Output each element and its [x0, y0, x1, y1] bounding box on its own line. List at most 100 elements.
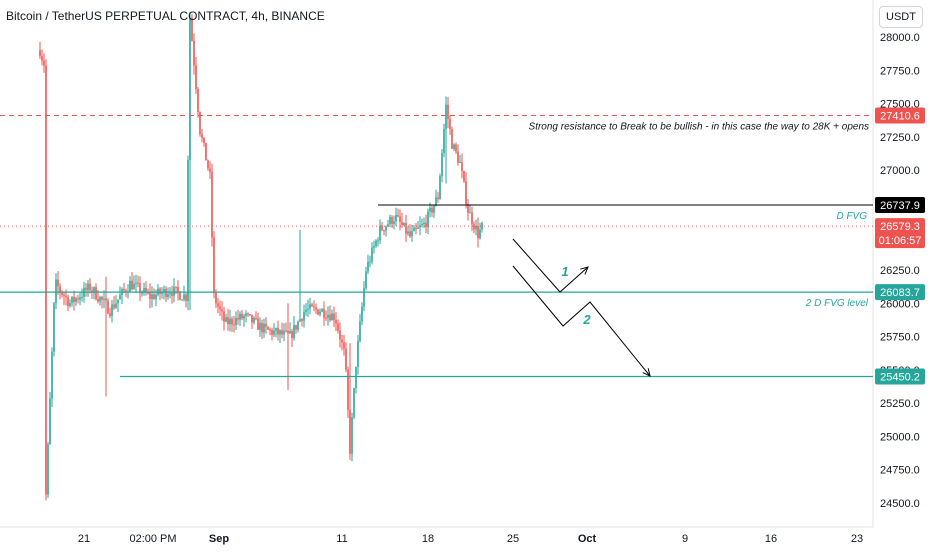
candle-body: [81, 296, 83, 298]
candle-body: [323, 309, 325, 318]
candle-body: [441, 153, 443, 177]
candle-body: [95, 287, 97, 300]
candle-body: [257, 318, 259, 330]
candle-body: [359, 321, 361, 341]
candle-body: [101, 297, 103, 300]
candle-body: [219, 306, 221, 310]
y-tick-label: 24500.0: [880, 498, 920, 510]
candle-body: [67, 297, 69, 306]
candle-body: [387, 224, 389, 227]
candle-body: [429, 207, 431, 212]
candle-body: [117, 299, 119, 304]
candle-body: [225, 317, 227, 322]
candle-body: [425, 222, 427, 228]
candle-body: [397, 215, 399, 217]
candle-body: [107, 300, 109, 314]
candle-body: [399, 216, 401, 222]
candle-body: [105, 298, 107, 301]
fvg2-price-tag-bg: [875, 284, 925, 301]
candle-body: [233, 324, 235, 326]
candle-body: [345, 348, 347, 370]
candle-body: [317, 309, 319, 315]
scenario-1-label: 1: [561, 264, 568, 279]
candle-body: [113, 304, 115, 308]
candle-body: [155, 294, 157, 299]
candle-body: [439, 176, 441, 200]
x-tick-label: 18: [422, 533, 434, 545]
candle-body: [409, 231, 411, 237]
candle-body: [423, 222, 425, 224]
candle-body: [305, 309, 307, 313]
candle-body: [445, 104, 447, 129]
candle-body: [457, 151, 459, 163]
candle-body: [249, 314, 251, 316]
candle-body: [167, 294, 169, 297]
candle-body: [75, 298, 77, 302]
candle-body: [269, 329, 271, 331]
candle-body: [123, 289, 125, 291]
candle-body: [59, 286, 61, 292]
candle-body: [163, 288, 165, 293]
candle-body: [321, 309, 323, 312]
fvg-price-tag: 26737.9: [880, 200, 920, 212]
candle-body: [245, 313, 247, 316]
candle-body: [43, 60, 45, 66]
candle-body: [153, 294, 155, 299]
candle-body: [451, 129, 453, 149]
countdown-tag: 01:06:57: [879, 235, 922, 247]
candle-body: [413, 227, 415, 232]
candle-body: [261, 322, 263, 333]
candle-body: [389, 217, 391, 225]
candle-body: [147, 292, 149, 294]
fvg-note: D FVG: [836, 211, 867, 222]
candle-body: [405, 222, 407, 234]
candle-body: [295, 325, 297, 330]
candle-body: [469, 212, 471, 214]
candle-body: [201, 134, 203, 138]
candle-body: [343, 342, 345, 349]
candle-body: [87, 283, 89, 291]
candle-body: [63, 294, 65, 297]
candle-body: [471, 212, 473, 225]
candle-body: [125, 290, 127, 292]
candle-body: [61, 291, 63, 295]
candle-body: [395, 215, 397, 222]
candle-body: [355, 366, 357, 389]
candle-body: [223, 311, 225, 322]
candle-body: [251, 314, 253, 323]
candle-body: [331, 313, 333, 321]
x-tick-label: 02:00 PM: [129, 533, 176, 545]
candle-body: [303, 312, 305, 321]
candle-body: [199, 112, 201, 135]
candle-body: [221, 309, 223, 312]
candle-body: [253, 317, 255, 323]
candle-body: [479, 229, 481, 239]
candle-body: [55, 279, 57, 304]
y-tick-label: 25000.0: [880, 431, 920, 443]
candle-body: [209, 168, 211, 172]
candle-body: [307, 308, 309, 310]
scenario-2-path: [512, 265, 651, 377]
candle-body: [161, 292, 163, 294]
candle-body: [85, 287, 87, 291]
candle-body: [481, 222, 483, 230]
candle-body: [447, 104, 449, 120]
candle-body: [115, 303, 117, 308]
candle-body: [467, 203, 469, 213]
candle-body: [379, 225, 381, 241]
candle-body: [297, 321, 299, 330]
candle-body: [365, 271, 367, 289]
candle-body: [119, 294, 121, 300]
candle-body: [231, 318, 233, 325]
currency-button[interactable]: USDT: [879, 6, 923, 28]
candle-body: [179, 292, 181, 300]
candle-body: [301, 319, 303, 321]
candle-body: [229, 318, 231, 325]
candle-body: [99, 297, 101, 302]
candle-body: [265, 323, 267, 327]
x-tick-label: Sep: [209, 533, 229, 545]
candle-body: [195, 65, 197, 90]
candle-body: [263, 323, 265, 333]
